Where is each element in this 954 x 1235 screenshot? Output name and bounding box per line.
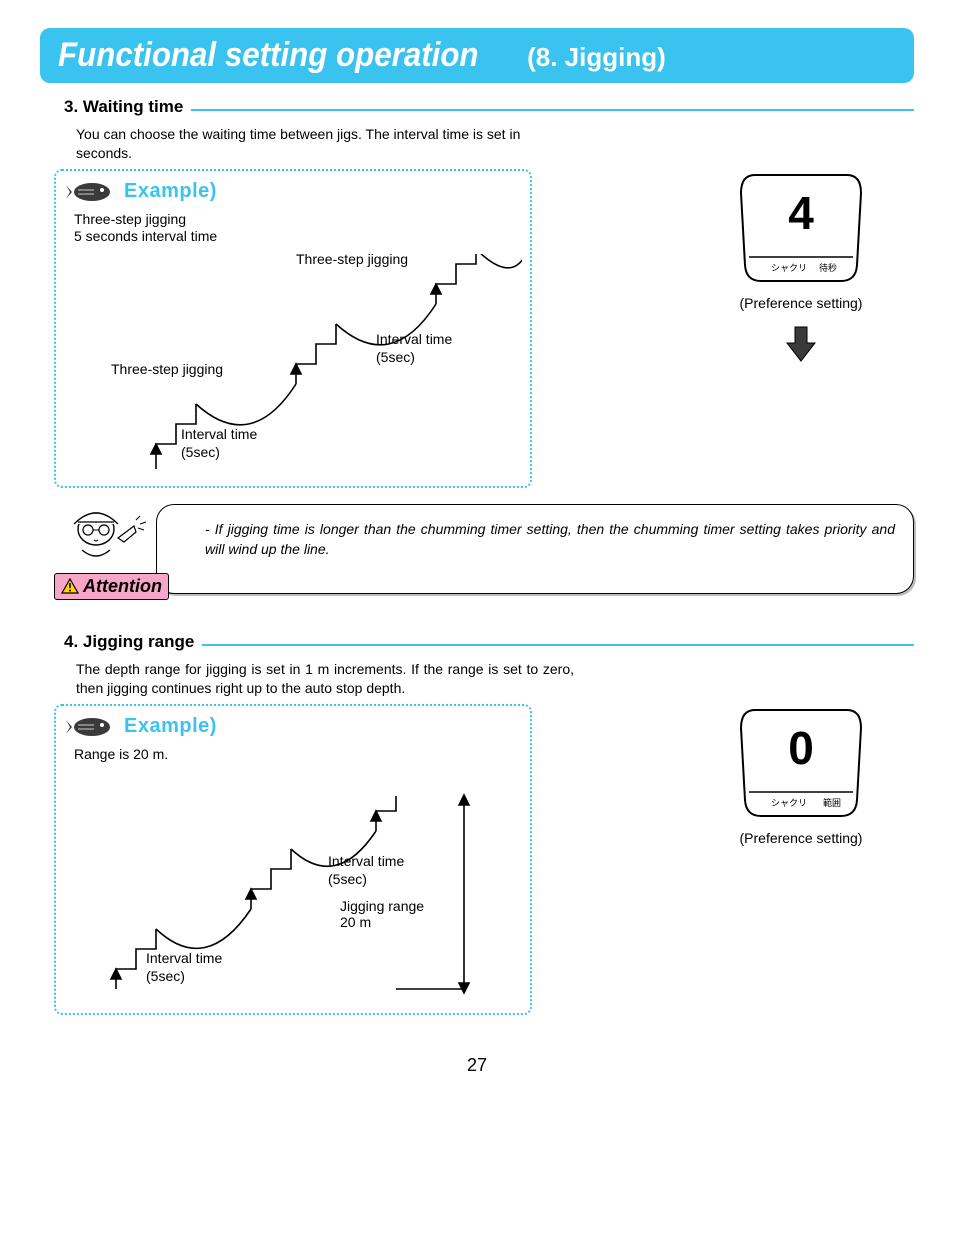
attention-badge: Attention (54, 573, 169, 600)
attention-left: Attention (54, 504, 194, 600)
section4-right-col: 0 シャクリ 範囲 (Preference setting) (716, 704, 886, 846)
section4-heading-text: 4. Jigging range (64, 632, 194, 652)
attention-note: - If jigging time is longer than the chu… (156, 504, 914, 595)
svg-text:Interval time: Interval time (328, 853, 404, 869)
advisor-icon (54, 504, 164, 566)
example-header-2: Example) (66, 714, 520, 740)
example-label-2: Example) (124, 715, 217, 738)
example-sublabel-2: Range is 20 m. (74, 746, 520, 764)
fish-icon (66, 179, 118, 205)
section3-intro: You can choose the waiting time between … (40, 125, 600, 169)
diag-int-top1: Interval time (376, 331, 452, 347)
section3-example-box: Example) Three-step jigging 5 seconds in… (54, 169, 532, 488)
page-number: 27 (40, 1055, 914, 1076)
svg-text:Jigging range: Jigging range (340, 898, 424, 914)
section3-heading: 3. Waiting time (40, 97, 914, 117)
svg-text:4: 4 (788, 187, 814, 239)
section3-lcd: 4 シャクリ 待秒 (731, 169, 871, 289)
section4-example-box: Example) Range is 20 m. (54, 704, 532, 1016)
svg-text:20 m: 20 m (340, 914, 371, 930)
section3-right-col: 4 シャクリ 待秒 (Preference setting) (716, 169, 886, 368)
section4-row: Example) Range is 20 m. (40, 704, 914, 1016)
svg-text:(5sec): (5sec) (328, 871, 367, 887)
warning-icon (61, 578, 79, 594)
sub1: Three-step jigging (74, 211, 186, 227)
down-arrow-icon (785, 325, 817, 368)
title-sub: (8. Jigging) (527, 42, 666, 73)
section3-row: Example) Three-step jigging 5 seconds in… (40, 169, 914, 488)
diag-tsj-mid: Three-step jigging (111, 361, 223, 377)
example-label: Example) (124, 180, 217, 203)
svg-text:シャクリ: シャクリ (771, 798, 807, 808)
svg-text:0: 0 (788, 722, 814, 774)
svg-text:(5sec): (5sec) (146, 968, 185, 984)
attention-row: Attention - If jigging time is longer th… (54, 504, 914, 600)
svg-text:範囲: 範囲 (823, 797, 841, 808)
diag-tsj-top: Three-step jigging (296, 254, 408, 267)
fish-icon (66, 714, 118, 740)
sub2: 5 seconds interval time (74, 228, 217, 244)
title-bar: Functional setting operation (8. Jigging… (40, 28, 914, 83)
example-header: Example) (66, 179, 520, 205)
pref-label-1: (Preference setting) (740, 295, 863, 311)
section3-diagram: Three-step jigging Three-step jigging In… (66, 254, 520, 474)
diag-int-bot1: Interval time (181, 426, 257, 442)
diag-int-top2: (5sec) (376, 349, 415, 365)
section3-heading-text: 3. Waiting time (64, 97, 183, 117)
svg-text:Interval time: Interval time (146, 950, 222, 966)
diag-int-bot2: (5sec) (181, 444, 220, 460)
svg-text:待秒: 待秒 (819, 262, 837, 273)
pref-label-2: (Preference setting) (740, 830, 863, 846)
section4-intro: The depth range for jigging is set in 1 … (40, 660, 600, 704)
heading-rule-2 (202, 644, 914, 646)
heading-rule (191, 109, 914, 111)
sub4-1: Range is 20 m. (74, 746, 168, 762)
svg-text:シャクリ: シャクリ (771, 263, 807, 273)
section4-diagram: Interval time (5sec) Jigging range 20 m … (66, 771, 520, 1001)
example-sublabel: Three-step jigging 5 seconds interval ti… (74, 211, 520, 246)
section4-lcd: 0 シャクリ 範囲 (731, 704, 871, 824)
section4-heading: 4. Jigging range (40, 632, 914, 652)
title-main: Functional setting operation (58, 36, 479, 75)
attention-badge-text: Attention (83, 576, 162, 597)
